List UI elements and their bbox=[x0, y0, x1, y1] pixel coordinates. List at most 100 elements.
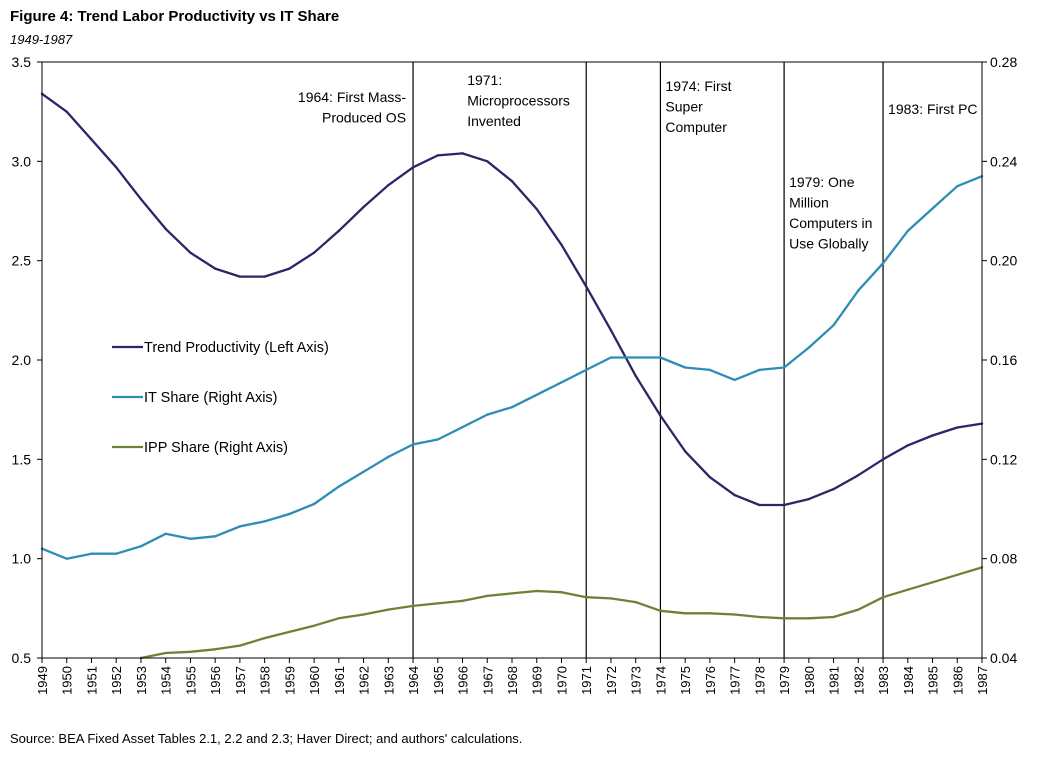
data-point-trend bbox=[782, 503, 786, 507]
data-point-trend bbox=[164, 227, 167, 231]
event-annotation-1983: 1983: First PC bbox=[888, 101, 977, 117]
series-line-it bbox=[41, 175, 983, 560]
data-point-trend bbox=[337, 229, 341, 233]
data-point-it bbox=[881, 261, 885, 265]
data-point-ipp bbox=[387, 608, 390, 611]
data-point-it bbox=[585, 368, 588, 372]
event-annotation-1964: 1964: First Mass-Produced OS bbox=[298, 89, 406, 126]
x-tick-label: 1962 bbox=[357, 666, 372, 695]
data-point-it bbox=[832, 324, 835, 327]
data-point-trend bbox=[609, 329, 613, 332]
data-point-trend bbox=[139, 197, 143, 201]
y-right-tick-label: 0.04 bbox=[990, 650, 1017, 666]
x-tick-label: 1986 bbox=[950, 666, 965, 695]
series-line-ipp bbox=[140, 566, 983, 660]
y-left-tick-label: 3.5 bbox=[12, 54, 32, 70]
y-right-tick-label: 0.28 bbox=[990, 54, 1017, 70]
plot-frame bbox=[41, 61, 983, 659]
data-point-trend bbox=[312, 251, 316, 254]
data-point-ipp bbox=[708, 612, 712, 615]
y-right-tick-label: 0.20 bbox=[990, 253, 1017, 269]
x-tick-label: 1959 bbox=[282, 666, 297, 695]
data-point-ipp bbox=[807, 617, 811, 620]
data-point-trend bbox=[213, 267, 217, 270]
data-point-trend bbox=[634, 374, 637, 378]
x-tick-label: 1975 bbox=[678, 666, 693, 695]
data-point-it bbox=[634, 356, 637, 359]
data-point-trend bbox=[90, 138, 93, 141]
data-point-it bbox=[263, 520, 266, 523]
data-point-trend bbox=[411, 166, 415, 169]
x-tick-label: 1979 bbox=[777, 666, 792, 695]
source-note: Source: BEA Fixed Asset Tables 2.1, 2.2 … bbox=[10, 731, 523, 746]
x-tick-label: 1956 bbox=[208, 666, 223, 695]
data-point-it bbox=[189, 537, 192, 540]
data-point-it bbox=[758, 368, 761, 372]
x-tick-label: 1951 bbox=[84, 666, 99, 695]
y-right-tick-label: 0.08 bbox=[990, 551, 1017, 567]
x-tick-label: 1974 bbox=[653, 666, 668, 695]
x-tick-label: 1957 bbox=[233, 666, 248, 695]
data-point-ipp bbox=[733, 613, 736, 616]
x-tick-label: 1949 bbox=[35, 666, 50, 695]
data-point-trend bbox=[956, 426, 959, 429]
data-point-it bbox=[164, 532, 167, 536]
data-point-it bbox=[609, 356, 613, 359]
data-point-it bbox=[139, 545, 143, 548]
event-annotation-1971: 1971: Microprocessors Invented bbox=[467, 72, 570, 129]
x-tick-label: 1955 bbox=[183, 666, 198, 695]
data-point-ipp bbox=[931, 581, 934, 584]
x-tick-label: 1964 bbox=[406, 666, 421, 695]
data-point-ipp bbox=[164, 651, 167, 655]
data-point-trend bbox=[238, 275, 242, 278]
x-tick-label: 1982 bbox=[851, 666, 866, 695]
x-tick-label: 1971 bbox=[579, 666, 594, 695]
x-tick-label: 1960 bbox=[307, 666, 322, 695]
data-point-it bbox=[461, 425, 464, 429]
data-point-it bbox=[213, 535, 217, 538]
x-tick-label: 1973 bbox=[629, 666, 644, 695]
data-point-it bbox=[288, 512, 291, 516]
y-left-tick-label: 0.5 bbox=[12, 650, 32, 666]
data-point-it bbox=[362, 470, 365, 473]
data-point-trend bbox=[65, 110, 68, 113]
y-left-tick-label: 2.0 bbox=[12, 352, 32, 368]
data-point-trend bbox=[436, 154, 439, 157]
data-point-ipp bbox=[560, 590, 563, 594]
data-point-ipp bbox=[337, 617, 341, 620]
x-tick-label: 1965 bbox=[431, 666, 446, 695]
data-point-trend bbox=[832, 487, 835, 491]
data-point-ipp bbox=[288, 630, 291, 634]
data-point-trend bbox=[708, 476, 712, 479]
data-point-it bbox=[90, 552, 93, 555]
legend-label-trend: Trend Productivity (Left Axis) bbox=[144, 340, 329, 356]
event-annotation-1974: 1974: First Super Computer bbox=[665, 78, 731, 135]
data-point-it bbox=[411, 443, 415, 446]
data-point-it bbox=[683, 366, 687, 369]
data-point-trend bbox=[807, 497, 811, 501]
data-point-trend bbox=[931, 434, 934, 437]
data-point-ipp bbox=[832, 615, 835, 619]
data-point-it bbox=[486, 413, 489, 416]
data-point-trend bbox=[535, 207, 538, 211]
data-point-trend bbox=[733, 493, 736, 497]
data-point-ipp bbox=[510, 592, 514, 595]
data-point-ipp bbox=[486, 594, 489, 598]
x-tick-label: 1958 bbox=[258, 666, 273, 695]
data-point-ipp bbox=[535, 589, 538, 593]
chart-subtitle: 1949-1987 bbox=[10, 32, 73, 47]
data-point-ipp bbox=[312, 624, 316, 627]
x-tick-label: 1954 bbox=[159, 666, 174, 695]
y-left-tick-label: 1.0 bbox=[12, 551, 32, 567]
data-point-trend bbox=[486, 160, 489, 163]
x-tick-label: 1963 bbox=[381, 666, 396, 695]
data-point-it bbox=[312, 502, 316, 506]
data-point-it bbox=[708, 368, 712, 372]
x-tick-label: 1978 bbox=[752, 666, 767, 695]
event-annotation-1979: 1979: One Million Computers in Use Globally bbox=[789, 174, 872, 252]
x-tick-label: 1953 bbox=[134, 666, 149, 695]
x-tick-label: 1970 bbox=[554, 666, 569, 695]
data-point-it bbox=[857, 289, 860, 292]
data-point-it bbox=[560, 381, 563, 384]
